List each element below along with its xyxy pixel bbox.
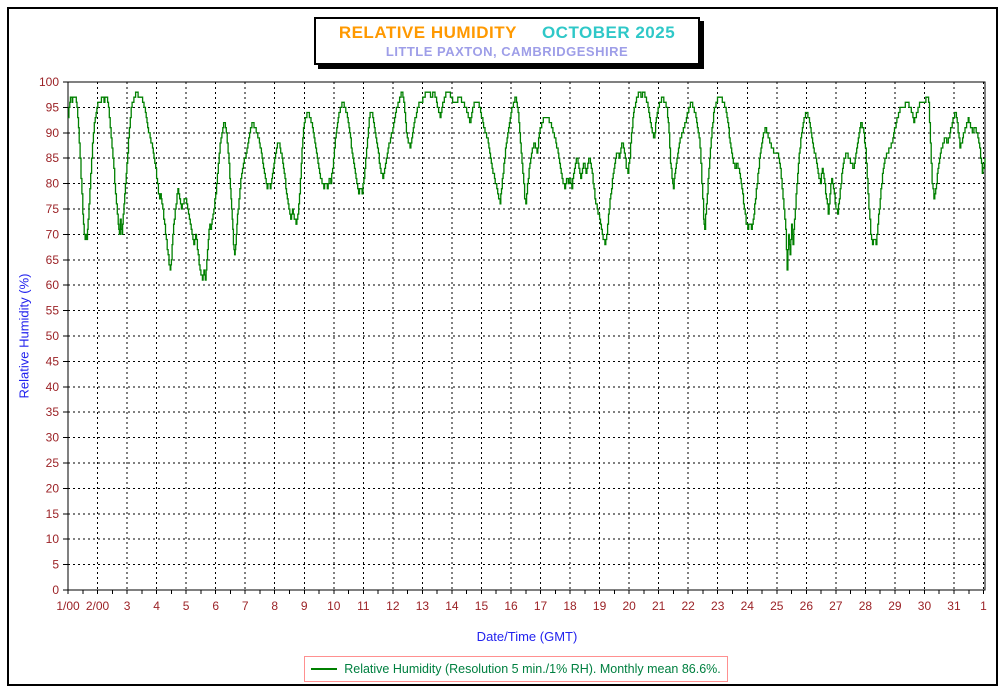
x-tick-label: 28 xyxy=(859,599,873,613)
x-tick-label: 10 xyxy=(327,599,341,613)
chart-title: RELATIVE HUMIDITY xyxy=(338,23,517,42)
x-tick-label: 16 xyxy=(504,599,518,613)
y-tick-label: 35 xyxy=(46,405,60,419)
x-tick-label: 15 xyxy=(475,599,489,613)
x-tick-label: 20 xyxy=(622,599,636,613)
x-tick-label: 22 xyxy=(682,599,696,613)
y-tick-label: 95 xyxy=(46,100,60,114)
y-tick-label: 70 xyxy=(46,227,60,241)
y-tick-label: 65 xyxy=(46,253,60,267)
x-tick-label: 11 xyxy=(357,599,370,613)
x-tick-label: 7 xyxy=(242,599,249,613)
x-tick-label: 2/00 xyxy=(86,599,110,613)
x-tick-label: 25 xyxy=(770,599,784,613)
y-tick-label: 40 xyxy=(46,380,60,394)
x-tick-label: 1/00 xyxy=(56,599,80,613)
y-tick-label: 0 xyxy=(52,583,59,597)
x-tick-label: 24 xyxy=(741,599,755,613)
legend-box: Relative Humidity (Resolution 5 min./1% … xyxy=(304,656,728,682)
y-tick-label: 5 xyxy=(52,558,59,572)
x-tick-label: 13 xyxy=(416,599,430,613)
legend-label: Relative Humidity (Resolution 5 min./1% … xyxy=(344,662,721,676)
y-tick-label: 55 xyxy=(46,304,60,318)
x-tick-label: 12 xyxy=(386,599,400,613)
x-tick-label: 18 xyxy=(563,599,577,613)
chart-subtitle: LITTLE PAXTON, CAMBRIDGESHIRE xyxy=(385,44,629,59)
x-tick-label: 31 xyxy=(947,599,961,613)
y-tick-label: 100 xyxy=(39,75,59,89)
humidity-series-line xyxy=(68,91,986,281)
x-tick-label: 9 xyxy=(301,599,308,613)
y-tick-label: 30 xyxy=(46,431,60,445)
legend-line-sample xyxy=(311,668,338,670)
y-tick-label: 90 xyxy=(46,126,60,140)
x-tick-label: 8 xyxy=(271,599,278,613)
x-tick-label: 30 xyxy=(918,599,932,613)
y-tick-label: 20 xyxy=(46,481,60,495)
title-box: RELATIVE HUMIDITY OCTOBER 2025 LITTLE PA… xyxy=(314,17,700,65)
x-tick-label: 14 xyxy=(445,599,459,613)
x-tick-label: 6 xyxy=(212,599,219,613)
x-tick-label: 4 xyxy=(153,599,160,613)
chart-period: OCTOBER 2025 xyxy=(541,23,676,42)
y-tick-label: 85 xyxy=(46,151,60,165)
x-tick-label: 26 xyxy=(800,599,814,613)
x-tick-label: 17 xyxy=(534,599,548,613)
y-tick-label: 15 xyxy=(46,507,60,521)
y-tick-label: 50 xyxy=(46,329,60,343)
x-tick-label: 19 xyxy=(593,599,607,613)
x-tick-label: 5 xyxy=(183,599,190,613)
y-tick-label: 80 xyxy=(46,177,60,191)
x-tick-label: 1 xyxy=(980,599,987,613)
x-tick-label: 3 xyxy=(124,599,131,613)
y-tick-label: 60 xyxy=(46,278,60,292)
x-axis-title: Date/Time (GMT) xyxy=(476,629,578,644)
x-tick-label: 21 xyxy=(652,599,666,613)
y-tick-label: 75 xyxy=(46,202,60,216)
x-tick-label: 29 xyxy=(888,599,902,613)
y-tick-label: 25 xyxy=(46,456,60,470)
x-tick-label: 27 xyxy=(829,599,843,613)
y-axis-title: Relative Humidity (%) xyxy=(16,273,32,399)
x-tick-label: 23 xyxy=(711,599,725,613)
title-line: RELATIVE HUMIDITY OCTOBER 2025 xyxy=(316,23,698,43)
y-tick-label: 10 xyxy=(46,532,60,546)
y-tick-label: 45 xyxy=(46,354,60,368)
